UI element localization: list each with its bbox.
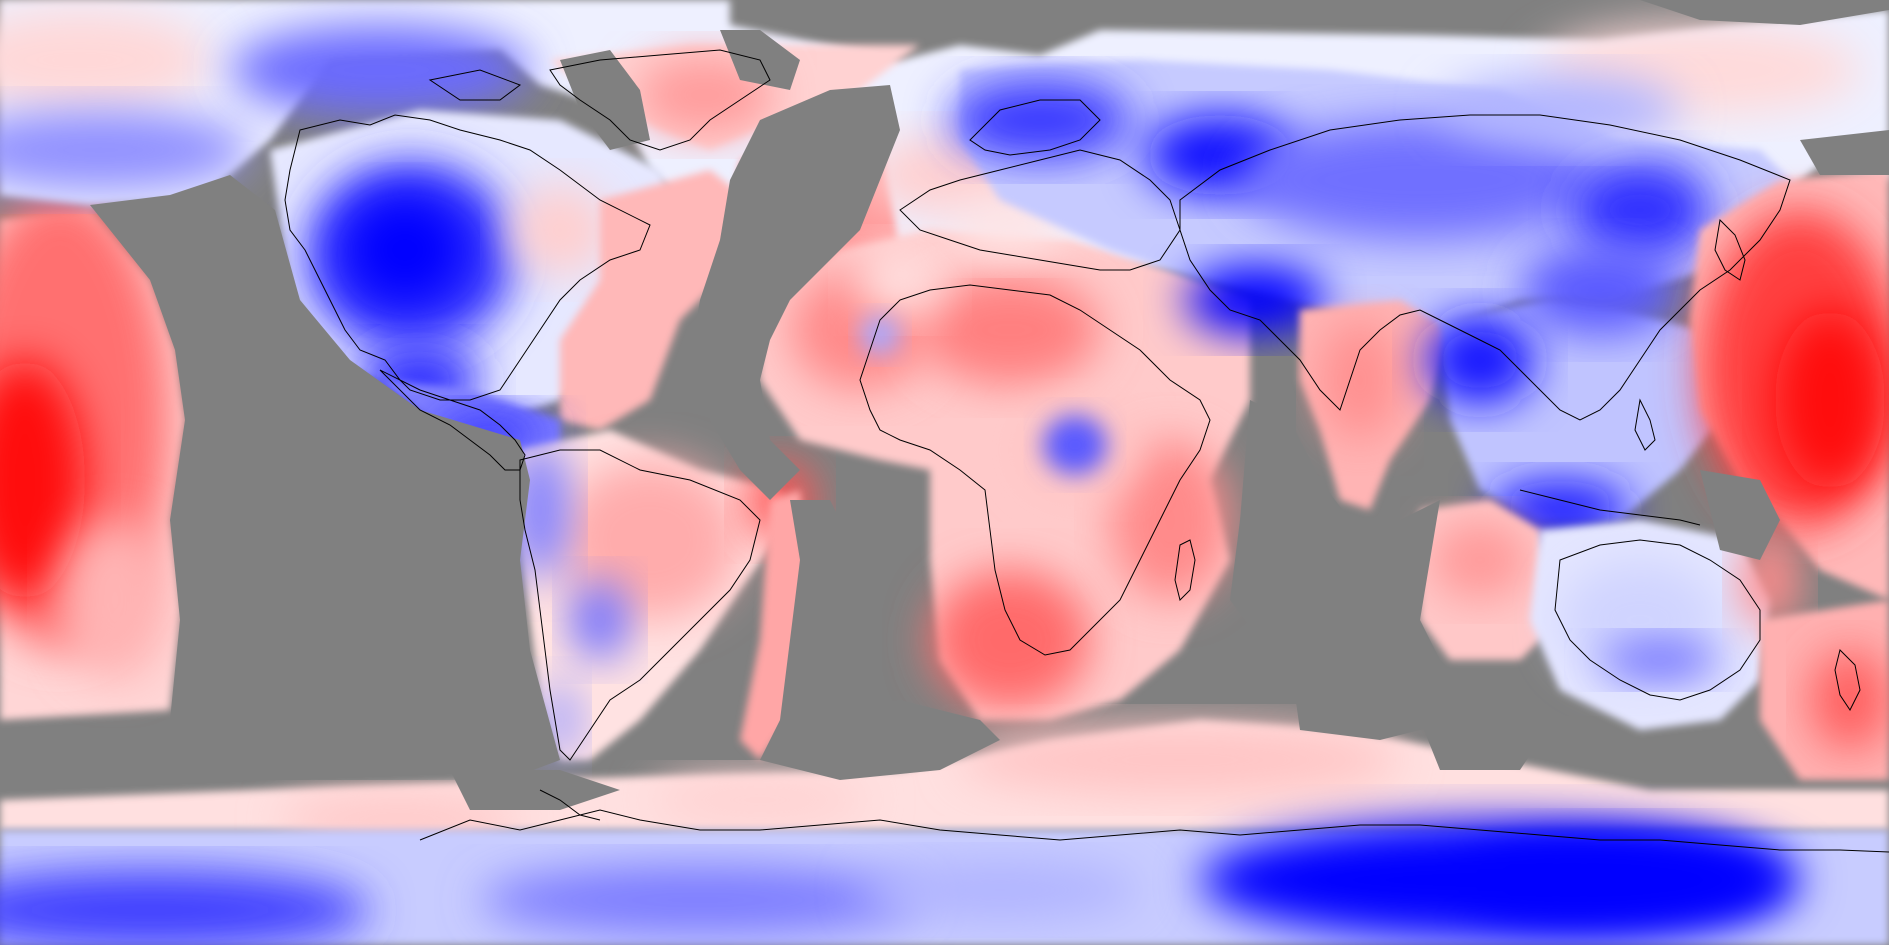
coastline-antarctic-peninsula (539, 789, 601, 821)
coastline-indonesia (1519, 489, 1701, 526)
australia-cool-anomaly (1530, 520, 1800, 730)
coastline-japan (1714, 218, 1746, 281)
coastline-asia (1179, 114, 1791, 421)
tibet-cold-anomaly (1185, 265, 1325, 335)
coastline-madagascar (1174, 539, 1196, 601)
coastlines (284, 49, 1889, 853)
coastline-europe (899, 149, 1181, 271)
south-pacific-warm-anomaly (1760, 600, 1889, 780)
south-asia-cold-anomaly (1425, 245, 1720, 540)
missing-data-masks (0, 0, 1889, 830)
indian-ocean-warm-anomaly (1420, 500, 1560, 660)
central-africa-cold-anomaly (860, 315, 1107, 475)
coastline-north-america (284, 114, 651, 401)
coastline-new-zealand (1834, 649, 1861, 711)
siberia-cold-anomaly (1240, 75, 1710, 260)
coastline-philippines (1634, 398, 1656, 451)
north-pacific-warm-anomaly-east (1690, 170, 1889, 600)
coastline-arctic-islands (428, 69, 522, 101)
coastline-central-america (379, 369, 526, 471)
antarctica-cold-anomaly (0, 820, 1889, 945)
coastline-scandinavia (969, 99, 1101, 156)
coastline-greenland (549, 49, 771, 151)
coastline-antarctica (419, 809, 1889, 853)
coastline-south-america (519, 449, 761, 761)
coastline-africa (859, 284, 1211, 656)
north-pacific-warm-anomaly-west (0, 190, 185, 720)
coastline-australia (1554, 539, 1761, 701)
